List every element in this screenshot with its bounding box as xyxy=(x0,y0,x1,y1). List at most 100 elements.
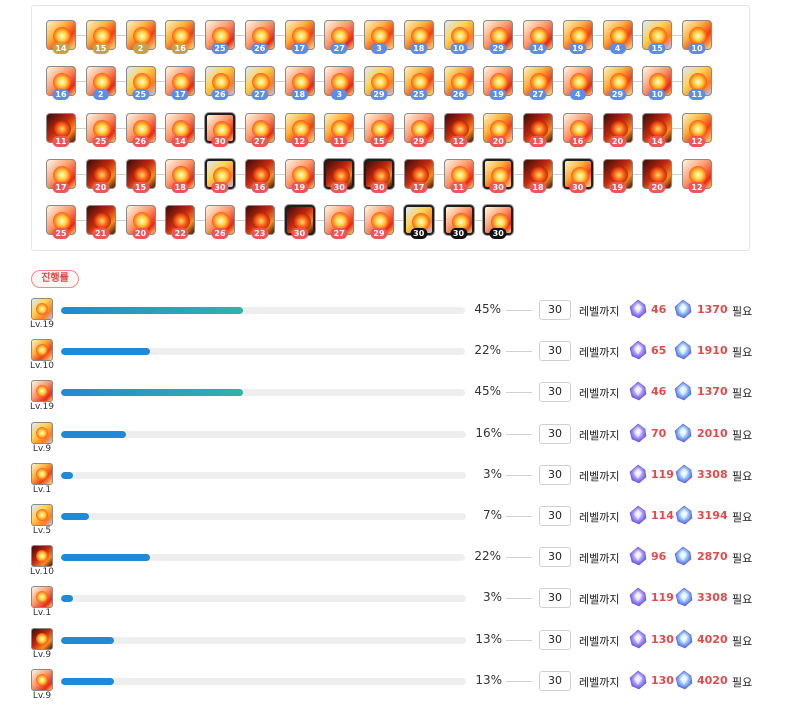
skill-node[interactable]: 26 xyxy=(244,20,275,54)
skill-node[interactable]: 18 xyxy=(523,159,553,193)
skill-node[interactable]: 15 xyxy=(125,159,156,193)
fire-orb-icon[interactable] xyxy=(31,545,53,568)
skill-node[interactable]: 19 xyxy=(284,159,315,193)
skill-node[interactable]: 11 xyxy=(324,113,355,147)
skill-node[interactable]: 20 xyxy=(602,113,633,147)
skill-node[interactable]: 30 xyxy=(483,205,514,239)
skill-node[interactable]: 15 xyxy=(364,113,394,147)
skill-node[interactable]: 27 xyxy=(244,113,275,147)
skill-node[interactable]: 17 xyxy=(284,20,315,54)
skill-node[interactable]: 20 xyxy=(125,205,156,239)
skill-node[interactable]: 14 xyxy=(523,20,553,54)
skill-node[interactable]: 2 xyxy=(85,66,116,100)
skill-node[interactable]: 30 xyxy=(364,159,394,193)
skill-node[interactable]: 10 xyxy=(443,20,474,54)
fire-spirit-icon[interactable] xyxy=(31,668,53,691)
skill-node[interactable]: 17 xyxy=(165,66,196,100)
skill-node[interactable]: 25 xyxy=(403,66,434,100)
skill-node[interactable]: 30 xyxy=(324,159,355,193)
skill-node[interactable]: 30 xyxy=(403,205,434,239)
skill-node[interactable]: 13 xyxy=(523,113,553,147)
fire-mace-icon[interactable] xyxy=(31,339,53,362)
target-level-input[interactable]: 30 xyxy=(539,670,571,691)
skill-node[interactable]: 20 xyxy=(483,113,514,147)
skill-node[interactable]: 17 xyxy=(403,159,434,193)
target-level-input[interactable]: 30 xyxy=(539,629,571,650)
skill-node[interactable]: 15 xyxy=(85,20,116,54)
skill-node[interactable]: 27 xyxy=(324,205,355,239)
skill-node[interactable]: 3 xyxy=(364,20,394,54)
skill-node[interactable]: 27 xyxy=(244,66,275,100)
skill-node[interactable]: 25 xyxy=(125,66,156,100)
skill-node[interactable]: 23 xyxy=(244,205,275,239)
target-level-input[interactable]: 30 xyxy=(539,547,571,568)
skill-node[interactable]: 10 xyxy=(682,20,712,54)
skill-node[interactable]: 29 xyxy=(364,205,394,239)
skill-node[interactable]: 4 xyxy=(562,66,593,100)
target-level-input[interactable]: 30 xyxy=(539,382,571,403)
skill-node[interactable]: 11 xyxy=(682,66,712,100)
skill-node[interactable]: 30 xyxy=(443,205,474,239)
skill-node[interactable]: 12 xyxy=(682,159,712,193)
skill-node[interactable]: 11 xyxy=(46,113,76,147)
target-level-input[interactable]: 30 xyxy=(539,464,571,485)
skill-node[interactable]: 27 xyxy=(523,66,553,100)
skill-node[interactable]: 14 xyxy=(46,20,76,54)
skill-node[interactable]: 25 xyxy=(85,113,116,147)
fire-wings-icon[interactable] xyxy=(31,380,53,403)
skill-node[interactable]: 29 xyxy=(403,113,434,147)
skill-node[interactable]: 2 xyxy=(125,20,156,54)
fireball-icon[interactable] xyxy=(31,462,53,485)
skill-node[interactable]: 20 xyxy=(85,159,116,193)
skill-node[interactable]: 16 xyxy=(244,159,275,193)
skill-node[interactable]: 27 xyxy=(324,20,355,54)
skill-node[interactable]: 30 xyxy=(205,113,235,147)
skill-node[interactable]: 14 xyxy=(642,113,673,147)
skill-node[interactable]: 11 xyxy=(443,159,474,193)
skill-node[interactable]: 18 xyxy=(403,20,434,54)
skill-node[interactable]: 16 xyxy=(562,113,593,147)
target-level-input[interactable]: 30 xyxy=(539,423,571,444)
skill-node[interactable]: 18 xyxy=(284,66,315,100)
skill-node[interactable]: 26 xyxy=(205,66,235,100)
skill-node[interactable]: 21 xyxy=(85,205,116,239)
skill-node[interactable]: 16 xyxy=(165,20,196,54)
skill-node[interactable]: 30 xyxy=(562,159,593,193)
skill-node[interactable]: 26 xyxy=(125,113,156,147)
phoenix-icon[interactable] xyxy=(31,627,53,650)
target-level-input[interactable]: 30 xyxy=(539,300,571,320)
skill-node[interactable]: 19 xyxy=(483,66,514,100)
skill-node[interactable]: 30 xyxy=(483,159,514,193)
fire-spirit-icon[interactable] xyxy=(31,421,53,444)
skill-node[interactable]: 26 xyxy=(443,66,474,100)
skill-node[interactable]: 12 xyxy=(284,113,315,147)
skill-node[interactable]: 12 xyxy=(443,113,474,147)
skill-node[interactable]: 20 xyxy=(642,159,673,193)
skill-node[interactable]: 30 xyxy=(205,159,235,193)
target-level-input[interactable]: 30 xyxy=(539,341,571,362)
skill-node[interactable]: 16 xyxy=(46,66,76,100)
fire-claw-icon[interactable] xyxy=(31,504,53,526)
skill-node[interactable]: 22 xyxy=(165,205,196,239)
skill-node[interactable]: 29 xyxy=(483,20,514,54)
skill-node[interactable]: 26 xyxy=(205,205,235,239)
skill-node[interactable]: 3 xyxy=(324,66,355,100)
skill-node[interactable]: 18 xyxy=(165,159,196,193)
skill-node[interactable]: 19 xyxy=(562,20,593,54)
fire-spirit-icon[interactable] xyxy=(31,586,53,609)
skill-node[interactable]: 19 xyxy=(602,159,633,193)
skill-node[interactable]: 25 xyxy=(205,20,235,54)
skill-node[interactable]: 15 xyxy=(642,20,673,54)
skill-node[interactable]: 4 xyxy=(602,20,633,54)
skill-node[interactable]: 30 xyxy=(284,205,315,239)
skill-node[interactable]: 29 xyxy=(364,66,394,100)
skill-node[interactable]: 29 xyxy=(602,66,633,100)
target-level-input[interactable]: 30 xyxy=(539,588,571,609)
skill-node[interactable]: 14 xyxy=(165,113,196,147)
skill-node[interactable]: 25 xyxy=(46,205,76,239)
skill-node[interactable]: 10 xyxy=(642,66,673,100)
skill-node[interactable]: 17 xyxy=(46,159,76,193)
target-level-input[interactable]: 30 xyxy=(539,506,571,526)
skill-node[interactable]: 12 xyxy=(682,113,712,147)
flame-burst-icon[interactable] xyxy=(31,298,53,320)
